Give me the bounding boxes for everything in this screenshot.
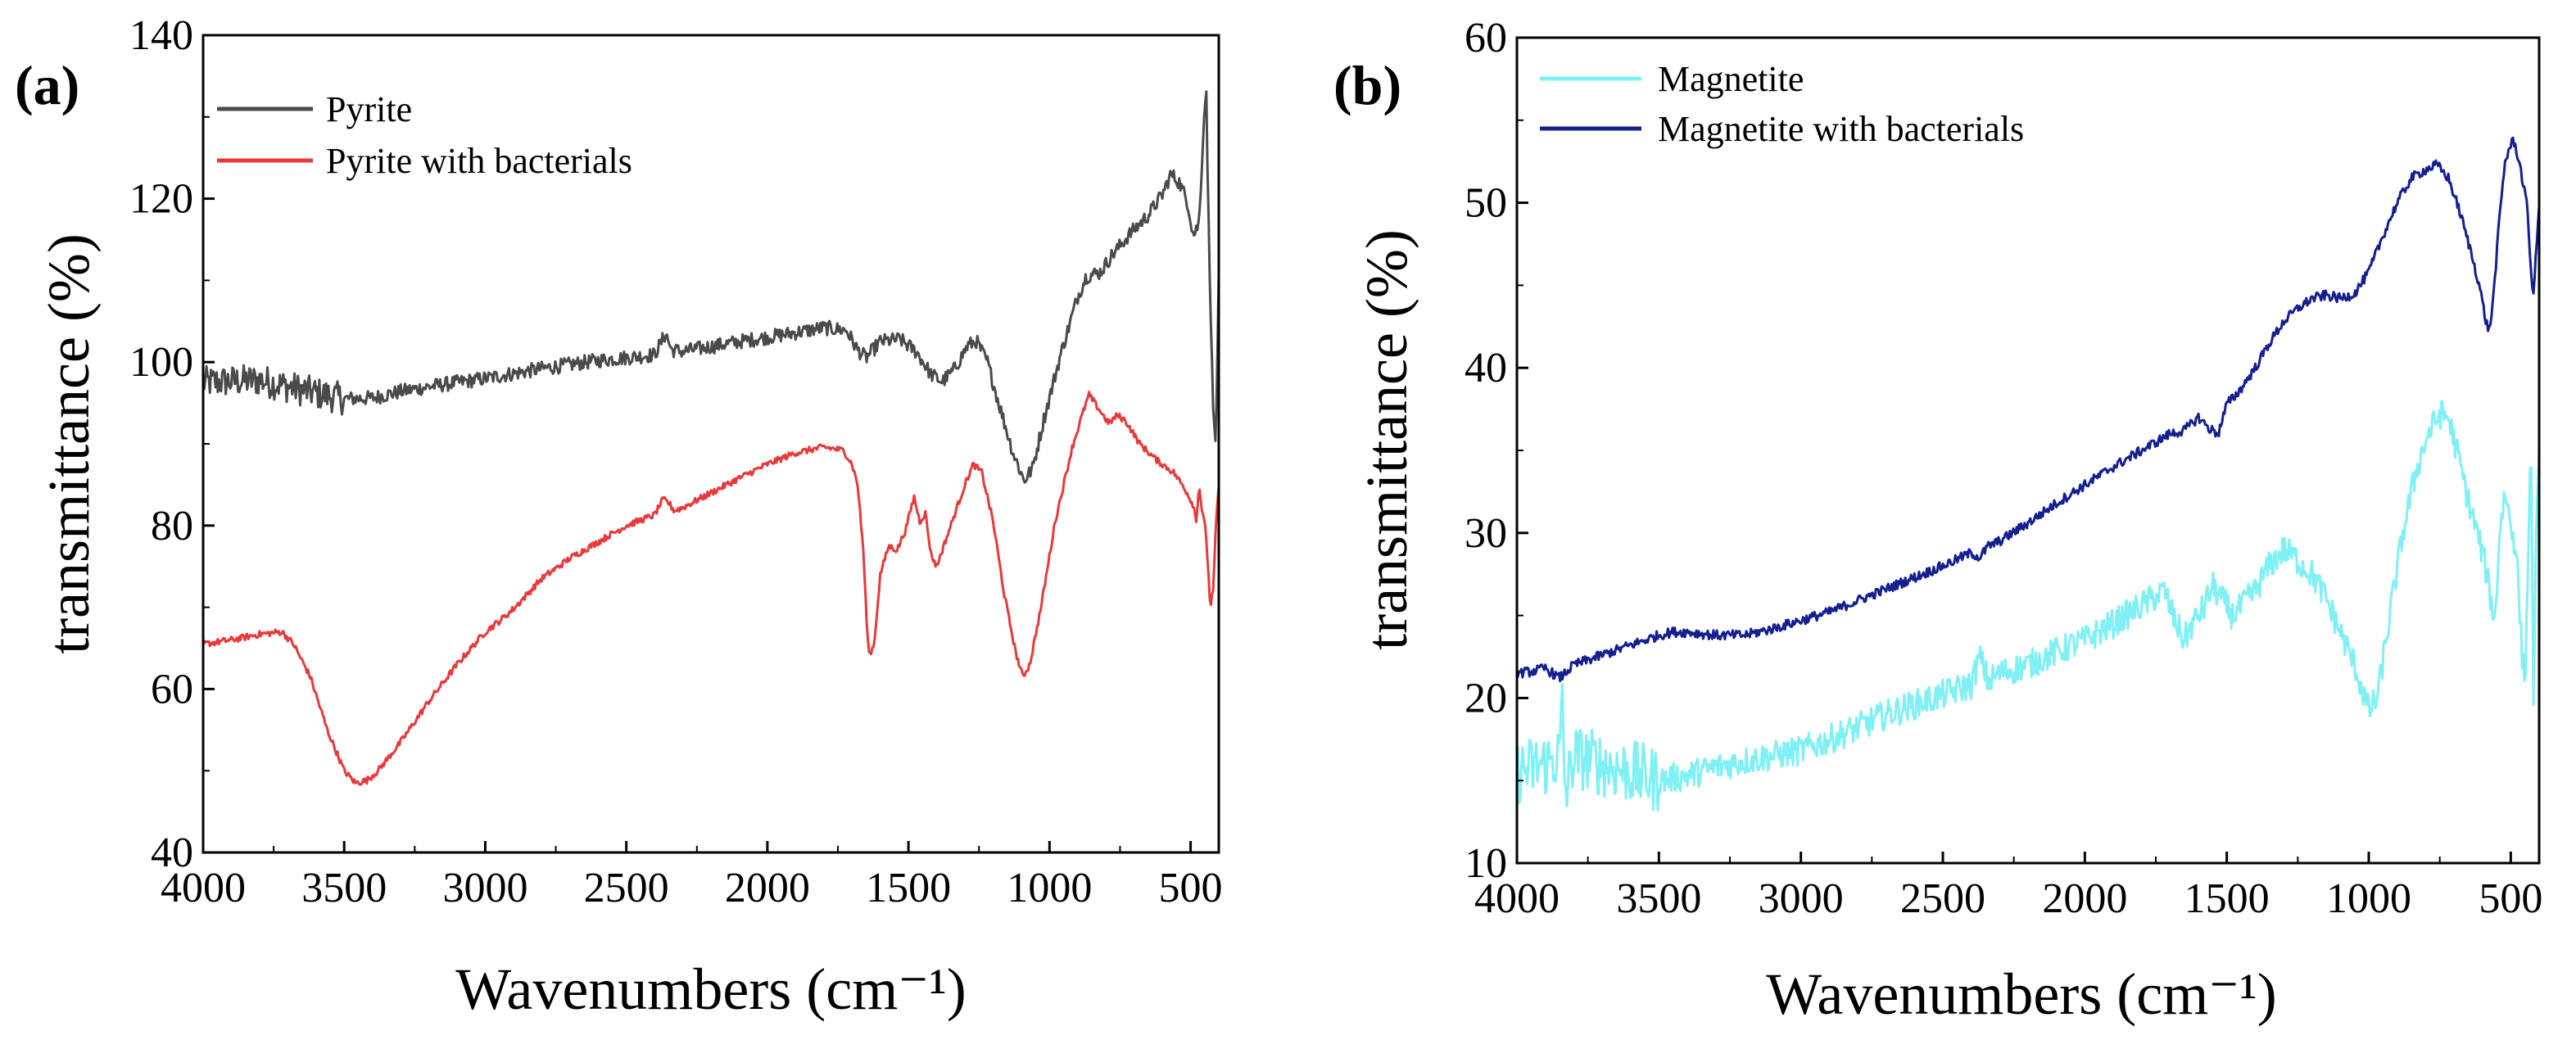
panel-b-x-tick-label-3000: 3000 [1759,875,1844,922]
panel-a-chart: (a) transmittance (%) Wavenumbers (cm⁻¹)… [15,12,1223,1022]
panel-b-x-tick-label-500: 500 [2479,875,2542,922]
panel-b-x-tick-label-1500: 1500 [2184,875,2270,922]
panel-a-y-tick-label-120: 120 [129,176,193,223]
panel-b-y-axis-title: transmittance (%) [1354,229,1419,650]
panel-b-legend-label-magnetite: Magnetite [1658,59,1804,99]
panel-a-y-tick-label-140: 140 [129,12,193,59]
panel-a-y-tick-label-80: 80 [151,503,193,549]
panel-b-y-tick-label-50: 50 [1465,180,1507,227]
panel-b-plot-area: 4000 3500 3000 2500 2000 1500 1000 500 10 20 30 40 5… [1465,15,2542,922]
panel-a-x-tick-label-3000: 3000 [442,865,527,911]
panel-a-x-tick-label-1500: 1500 [866,865,951,911]
panel-b-y-tick-label-40: 40 [1465,345,1507,391]
panel-a-series-base-line [201,90,1220,484]
panel-a-x-tick-label-500: 500 [1159,865,1223,911]
panel-b-y-tick-label-10: 10 [1465,840,1507,887]
panel-a-x-tick-label-3500: 3500 [301,865,387,911]
panel-b-series-layer [1515,136,2541,812]
panel-b-y-tick-label-20: 20 [1465,675,1507,721]
panel-b-legend-label-magnetite-bacterial: Magnetite with bacterials [1658,109,2024,149]
panel-a-y-tick-label-100: 100 [129,339,193,386]
panel-a-label: (a) [15,54,79,116]
panel-a-y-axis-title: transmittance (%) [36,233,102,654]
panel-a-x-tick-label-2000: 2000 [725,865,810,911]
panel-a-x-tick-label-1000: 1000 [1007,865,1092,911]
panel-b-x-tick-label-2000: 2000 [2042,875,2127,922]
panel-b-y-tick-label-60: 60 [1465,15,1507,61]
panel-b-tick-layer: 4000 3500 3000 2500 2000 1500 1000 500 10 20 30 40 5… [1465,15,2542,922]
panel-a-frame [201,34,1220,854]
panel-b-x-tick-label-2500: 2500 [1900,875,1985,922]
panel-b-x-tick-label-3500: 3500 [1616,875,1701,922]
panel-a-series-layer [201,90,1220,786]
panel-b-x-tick-label-1000: 1000 [2326,875,2411,922]
panel-a-tick-layer: 4000 3500 3000 2500 2000 1500 1000 500 40 60 80 100… [129,12,1223,911]
panel-b-chart: (b) transmittance (%) Wavenumbers (cm⁻¹)… [1333,15,2542,1027]
panel-a-series-bacterial-line [201,391,1220,786]
panel-b-x-tick-label-4000: 4000 [1474,875,1560,922]
panel-a-legend: Pyrite Pyrite with bacterials [217,89,632,181]
panel-a-x-axis-title: Wavenumbers (cm⁻¹) [455,956,967,1022]
panel-a-y-tick-label-40: 40 [151,830,193,876]
panel-b-x-axis-title: Wavenumbers (cm⁻¹) [1766,961,2277,1027]
panel-b-series-base-line [1515,400,2541,812]
panel-b-series-bacterial-line [1515,136,2541,683]
panel-a-y-tick-label-60: 60 [151,666,193,712]
panel-a-legend-label-pyrite-bacterial: Pyrite with bacterials [326,141,632,181]
panel-a-x-tick-label-4000: 4000 [161,865,246,911]
panel-b-frame [1515,36,2541,865]
panel-a-legend-label-pyrite: Pyrite [326,89,412,129]
panel-b-y-tick-label-30: 30 [1465,510,1507,557]
panel-a-plot-area: 4000 3500 3000 2500 2000 1500 1000 500 40 60 80 100… [129,12,1223,911]
panel-b-legend: Magnetite Magnetite with bacterials [1540,59,2024,149]
panel-a-x-tick-label-2500: 2500 [584,865,669,911]
panel-b-label: (b) [1333,54,1401,116]
